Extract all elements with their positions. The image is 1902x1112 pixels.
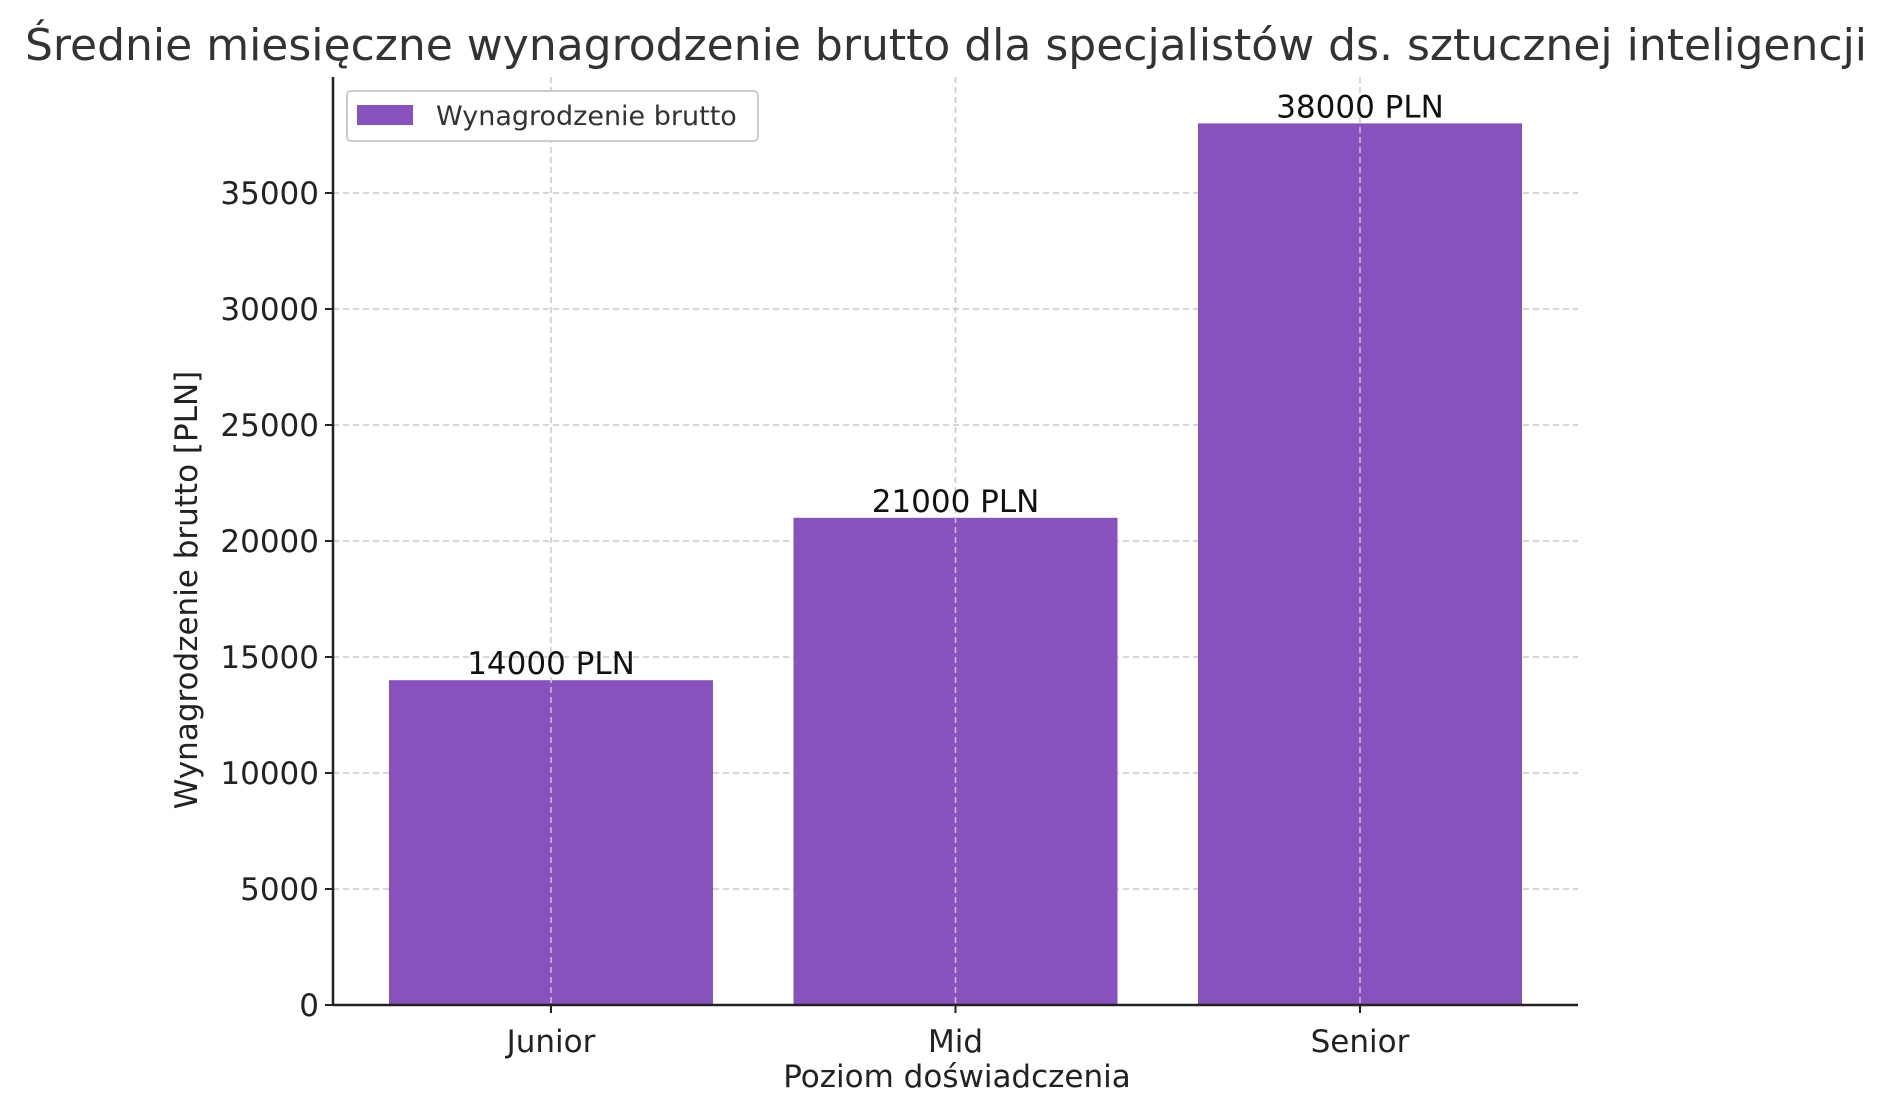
y-tick-label: 35000 — [220, 176, 319, 212]
legend-swatch — [357, 105, 413, 125]
y-tick-label: 30000 — [220, 292, 319, 328]
y-tick-label: 15000 — [220, 640, 319, 676]
legend-label: Wynagrodzenie brutto — [436, 101, 737, 132]
chart-title: Średnie miesięczne wynagrodzenie brutto … — [25, 18, 1867, 71]
data-label: 21000 PLN — [872, 484, 1040, 520]
legend: Wynagrodzenie brutto — [346, 90, 759, 142]
axes: 0 5000 10000 15000 20000 25000 30000 35000 Junio… — [220, 77, 1578, 1060]
x-tick-label: Junior — [505, 1024, 596, 1060]
x-tick-label: Mid — [928, 1024, 983, 1060]
data-labels: 14000 PLN 21000 PLN 38000 PLN — [467, 89, 1444, 682]
x-tick-label: Senior — [1311, 1024, 1410, 1060]
data-label: 38000 PLN — [1276, 89, 1444, 125]
y-axis-label: Wynagrodzenie brutto [PLN] — [169, 371, 205, 810]
x-axis-label: Poziom doświadczenia — [783, 1059, 1131, 1095]
y-tick-label: 25000 — [220, 408, 319, 444]
y-tick-label: 5000 — [240, 872, 319, 908]
y-tick-label: 10000 — [220, 756, 319, 792]
data-label: 14000 PLN — [467, 646, 635, 682]
legend-box — [346, 90, 759, 142]
y-tick-label: 0 — [299, 988, 319, 1024]
y-tick-label: 20000 — [220, 524, 319, 560]
